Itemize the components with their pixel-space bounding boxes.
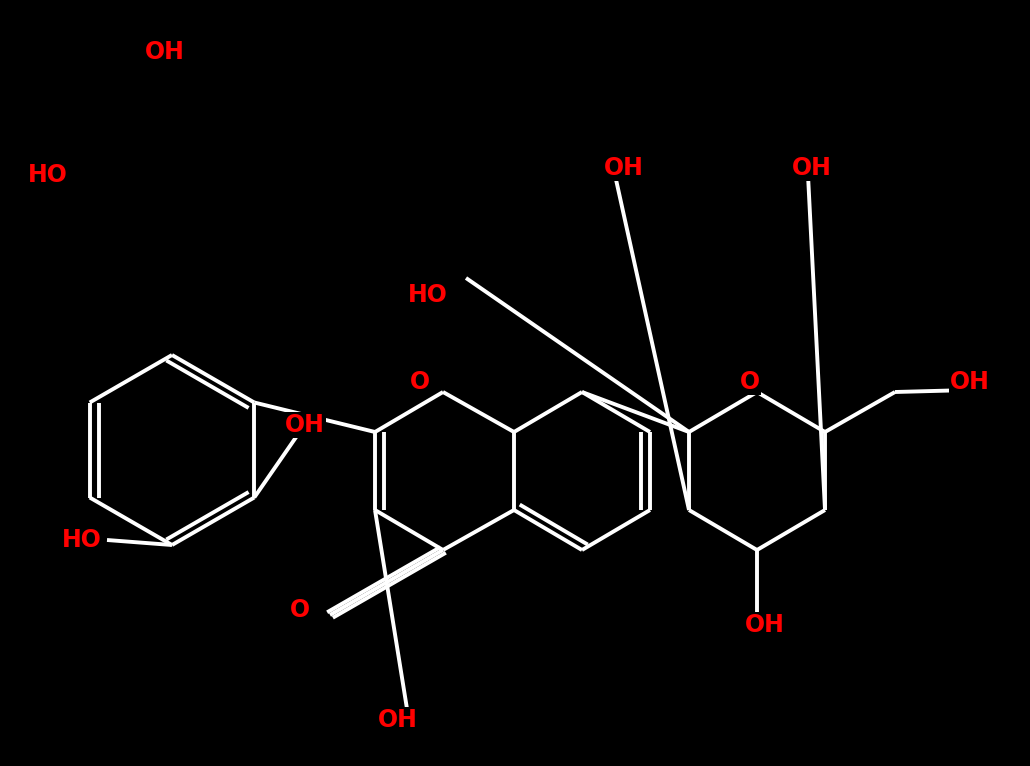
Text: O: O — [410, 370, 430, 394]
Text: HO: HO — [408, 283, 448, 307]
Text: OH: OH — [604, 156, 644, 180]
Text: O: O — [290, 598, 310, 622]
Text: O: O — [740, 370, 760, 394]
Text: HO: HO — [62, 528, 102, 552]
Text: OH: OH — [950, 370, 990, 394]
Text: OH: OH — [145, 40, 184, 64]
Text: OH: OH — [745, 613, 785, 637]
Text: OH: OH — [792, 156, 832, 180]
Text: HO: HO — [28, 163, 68, 187]
Text: OH: OH — [284, 413, 324, 437]
Text: OH: OH — [378, 708, 418, 732]
